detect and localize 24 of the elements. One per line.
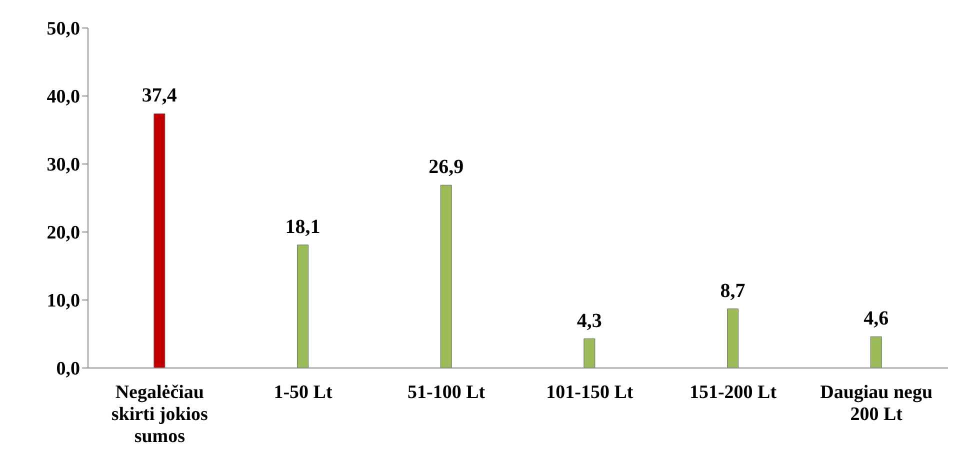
- data-label: 4,3: [576, 310, 602, 332]
- x-tick-label: 101-150 Lt: [546, 382, 634, 403]
- y-tick-label: 10,0: [46, 290, 80, 312]
- bar: [584, 338, 596, 368]
- bar: [727, 308, 739, 368]
- y-tick-label: 20,0: [46, 222, 80, 244]
- data-label: 37,4: [142, 84, 177, 107]
- bar: [440, 184, 452, 368]
- bar: [154, 113, 166, 368]
- bar: [297, 244, 309, 368]
- x-tick-label: 51-100 Lt: [408, 382, 486, 403]
- data-label: 4,6: [864, 308, 889, 330]
- x-tick-label: 1-50 Lt: [274, 382, 333, 403]
- x-tick-label: Negalėčiau skirti jokios sumos: [111, 382, 208, 447]
- data-label: 26,9: [428, 156, 464, 178]
- data-label: 8,7: [720, 280, 746, 302]
- data-label: 18,1: [285, 216, 320, 238]
- bar: [870, 336, 882, 368]
- y-tick-label: 40,0: [46, 86, 80, 108]
- x-tick-label: Daugiau negu 200 Lt: [820, 382, 933, 425]
- y-tick-label: 30,0: [46, 154, 80, 176]
- y-tick-label: 50,0: [46, 18, 80, 40]
- y-tick-label: 0,0: [56, 358, 80, 380]
- x-tick-label: 151-200 Lt: [689, 382, 778, 403]
